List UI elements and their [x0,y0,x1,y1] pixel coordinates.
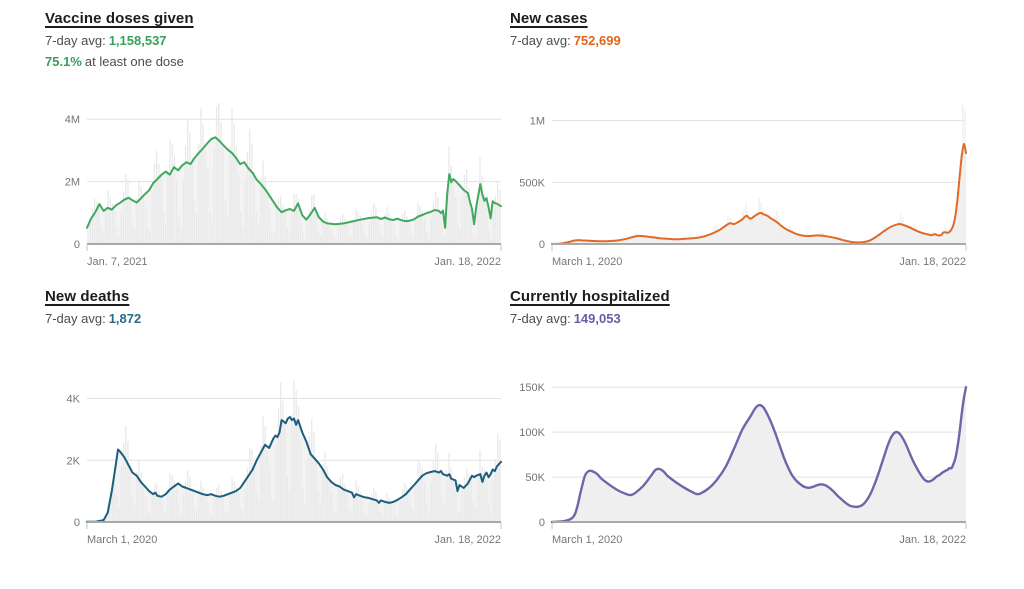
new-cases-avg: 7-day avg: 752,699 [510,33,970,48]
svg-text:March 1, 2020: March 1, 2020 [552,534,622,546]
hospitalized-card: Currently hospitalized 7-day avg: 149,053… [510,288,970,552]
avg-value: 1,158,537 [108,33,167,48]
svg-text:2K: 2K [67,455,81,467]
svg-text:2M: 2M [65,177,80,189]
avg-value: 1,872 [108,311,142,326]
svg-text:4M: 4M [65,114,80,126]
vaccine-doses-avg: 7-day avg: 1,158,537 [45,33,505,48]
vaccine-doses-chart[interactable]: 0 2M 4M Jan. 7, 2021 Jan. 18, 2022 [45,96,505,274]
avg-label: 7-day avg: [45,311,106,326]
svg-text:0: 0 [74,239,80,251]
svg-text:100K: 100K [519,427,545,439]
avg-label: 7-day avg: [510,33,571,48]
svg-text:50K: 50K [525,472,545,484]
new-cases-card: New cases 7-day avg: 752,699 0 500K 1M March… [510,10,970,274]
svg-text:Jan. 18, 2022: Jan. 18, 2022 [434,256,501,268]
pct-suffix: at least one dose [84,54,184,69]
avg-value: 752,699 [573,33,621,48]
svg-text:1M: 1M [530,116,545,128]
hospitalized-avg: 7-day avg: 149,053 [510,311,970,326]
svg-text:500K: 500K [519,177,545,189]
svg-text:0: 0 [74,517,80,529]
svg-text:Jan. 18, 2022: Jan. 18, 2022 [899,256,966,268]
svg-text:March 1, 2020: March 1, 2020 [552,256,622,268]
svg-text:Jan. 7, 2021: Jan. 7, 2021 [87,256,148,268]
new-deaths-title[interactable]: New deaths [45,288,130,305]
vaccine-doses-pct: 75.1% at least one dose [45,54,505,69]
svg-text:March 1, 2020: March 1, 2020 [87,534,157,546]
new-deaths-chart[interactable]: 0 2K 4K March 1, 2020 Jan. 18, 2022 [45,374,505,552]
new-deaths-avg: 7-day avg: 1,872 [45,311,505,326]
hospitalized-title[interactable]: Currently hospitalized [510,288,670,305]
avg-value: 149,053 [573,311,621,326]
hospitalized-chart[interactable]: 0 50K 100K 150K March 1, 2020 Jan. 18, 2022 [510,374,970,552]
new-deaths-card: New deaths 7-day avg: 1,872 0 2K 4K March 1,… [45,288,505,552]
svg-text:Jan. 18, 2022: Jan. 18, 2022 [434,534,501,546]
covid-dashboard: Vaccine doses given 7-day avg: 1,158,537 … [45,10,970,552]
new-cases-title[interactable]: New cases [510,10,588,27]
new-cases-chart[interactable]: 0 500K 1M March 1, 2020 Jan. 18, 2022 [510,96,970,274]
vaccine-doses-title[interactable]: Vaccine doses given [45,10,194,27]
avg-label: 7-day avg: [510,311,571,326]
avg-label: 7-day avg: [45,33,106,48]
pct-value: 75.1% [45,54,82,69]
svg-text:0: 0 [539,239,545,251]
vaccine-doses-card: Vaccine doses given 7-day avg: 1,158,537 … [45,10,505,274]
svg-text:Jan. 18, 2022: Jan. 18, 2022 [899,534,966,546]
svg-text:0: 0 [539,517,545,529]
svg-text:4K: 4K [67,394,81,406]
svg-text:150K: 150K [519,382,545,394]
